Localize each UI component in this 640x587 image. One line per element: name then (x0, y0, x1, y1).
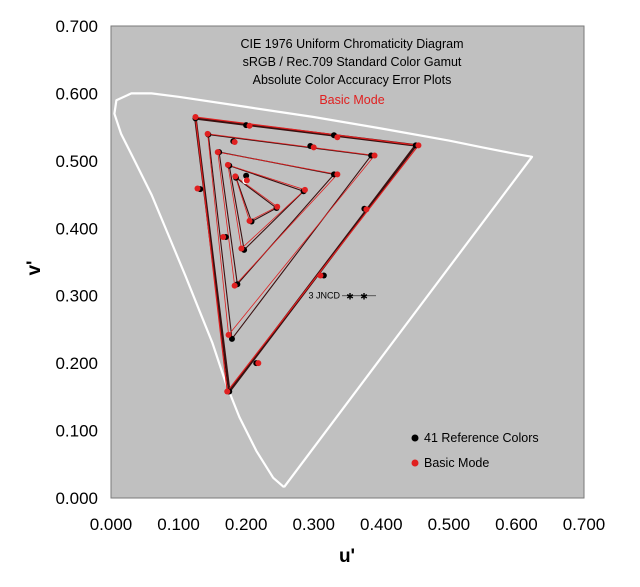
jncd-marker: ✱ (346, 292, 354, 302)
x-tick-label: 0.400 (360, 515, 403, 534)
reference-gamut-triangle (234, 176, 278, 223)
chart-title-line: Absolute Color Accuracy Error Plots (253, 73, 452, 87)
basic-mode-point (224, 388, 231, 395)
chart-title-line: Basic Mode (319, 93, 384, 107)
basic-mode-point (194, 185, 201, 192)
basic-mode-point (214, 149, 221, 156)
basic-mode-point (334, 171, 341, 178)
basic-mode-point (301, 186, 308, 193)
basic-mode-point (255, 360, 262, 367)
basic-mode-gamut-triangle (217, 151, 339, 287)
basic-mode-point (231, 138, 238, 145)
x-axis-label: u' (339, 546, 355, 567)
basic-mode-point (415, 142, 422, 149)
x-tick-label: 0.500 (428, 515, 471, 534)
basic-mode-point (192, 114, 199, 121)
chart-title-line: sRGB / Rec.709 Standard Color Gamut (243, 55, 462, 69)
y-tick-label: 0.200 (55, 354, 98, 373)
basic-mode-point (246, 217, 253, 224)
plot-area (110, 25, 585, 499)
basic-mode-point (363, 206, 370, 213)
y-tick-label: 0.400 (55, 219, 98, 238)
legend-marker (411, 434, 419, 442)
y-tick-label: 0.000 (55, 489, 98, 508)
x-tick-label: 0.300 (292, 515, 335, 534)
reference-color-point (243, 172, 250, 179)
x-tick-label: 0.100 (157, 515, 200, 534)
x-tick-label: 0.700 (563, 515, 606, 534)
x-tick-label: 0.600 (495, 515, 538, 534)
y-axis-label: v' (24, 260, 45, 275)
legend-marker (411, 459, 419, 467)
y-tick-label: 0.600 (55, 84, 98, 103)
jncd-marker: ✱ (360, 292, 368, 302)
y-tick-label: 0.700 (55, 17, 98, 36)
basic-mode-gamut-triangle (194, 116, 420, 393)
basic-mode-point (243, 177, 250, 184)
basic-mode-point (246, 122, 253, 129)
basic-mode-point (334, 134, 341, 141)
legend-label: 41 Reference Colors (424, 431, 539, 445)
basic-mode-point (225, 331, 232, 338)
basic-mode-point (317, 272, 324, 279)
basic-mode-point (220, 234, 227, 241)
basic-mode-point (224, 161, 231, 168)
y-tick-label: 0.500 (55, 152, 98, 171)
reference-gamut-triangle (207, 133, 373, 341)
basic-mode-gamut-triangle (207, 133, 376, 336)
y-tick-label: 0.300 (55, 287, 98, 306)
basic-mode-gamut-triangle (227, 164, 306, 250)
watermark: @悟空问答 (520, 559, 590, 576)
jncd-annotation: 3 JNCD (308, 291, 340, 301)
y-tick-label: 0.100 (55, 422, 98, 441)
basic-mode-point (204, 130, 211, 137)
basic-mode-point (310, 144, 317, 151)
basic-mode-point (371, 152, 378, 159)
x-tick-label: 0.200 (225, 515, 268, 534)
basic-mode-point (238, 245, 245, 252)
basic-mode-point (231, 282, 238, 289)
reference-gamut-triangle (228, 164, 305, 251)
basic-mode-gamut-triangle (234, 175, 278, 222)
chart-title-line: CIE 1976 Uniform Chromaticity Diagram (241, 37, 464, 51)
legend-label: Basic Mode (424, 456, 489, 470)
reference-color-point (228, 335, 235, 342)
basic-mode-point (274, 203, 281, 210)
basic-mode-point (232, 173, 239, 180)
x-tick-label: 0.000 (90, 515, 133, 534)
